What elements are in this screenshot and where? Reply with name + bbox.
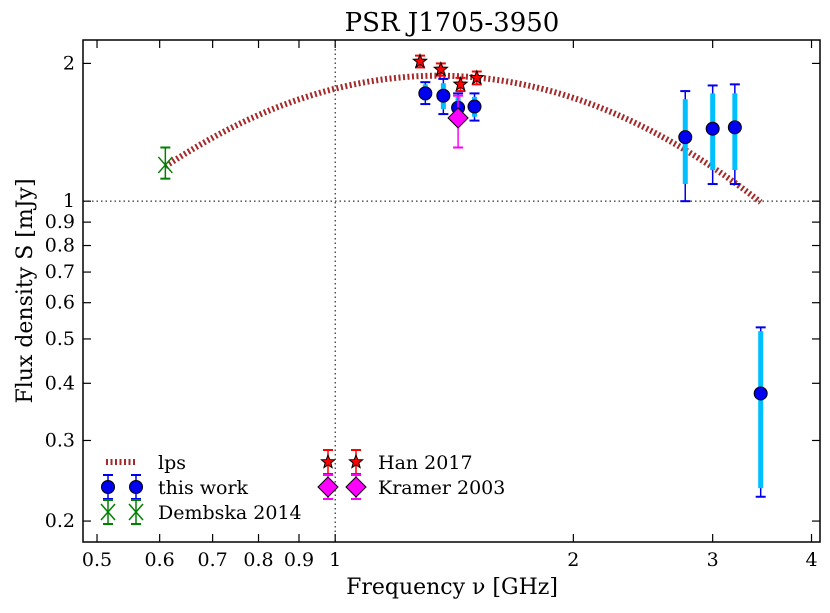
legend-entry-dembska-2014: Dembska 2014 (100, 499, 302, 525)
legend-entry-kramer-2003: Kramer 2003 (317, 474, 505, 500)
y-tick-label: 0.8 (45, 235, 75, 257)
legend-marker (348, 453, 364, 469)
point-this-work-3 (467, 99, 482, 114)
legend-marker (129, 480, 143, 494)
y-tick-label: 0.9 (45, 211, 75, 233)
legend: lps this work Dembska 2014 Han 2017 Kramer 2… (100, 449, 505, 525)
y-tick-label: 1 (63, 190, 75, 212)
point-this-work-6 (727, 120, 742, 135)
x-tick-label: 4 (805, 549, 817, 571)
legend-marker (320, 453, 336, 469)
y-tick-label: 0.2 (45, 510, 75, 532)
point-this-work-7 (753, 386, 768, 401)
legend-label: Dembska 2014 (158, 502, 302, 524)
y-tick-label: 2 (63, 52, 75, 74)
point-han-2017-0 (412, 53, 428, 69)
x-tick-label: 1 (329, 549, 341, 571)
y-tick-label: 0.5 (45, 328, 75, 350)
legend-marker (345, 476, 367, 498)
point-han-2017-3 (468, 69, 485, 85)
legend-marker (101, 480, 115, 494)
point-han-2017-2 (452, 75, 469, 92)
y-tick-label: 0.4 (45, 372, 75, 394)
series-han-2017 (412, 53, 485, 93)
point-kramer-2003-0 (447, 107, 469, 129)
errorbar-dembska-2014-0 (160, 146, 171, 180)
legend-marker (317, 476, 339, 498)
x-tick-label: 2 (567, 549, 579, 571)
axes-frame (82, 39, 821, 543)
y-tick-label: 0.3 (45, 429, 75, 451)
legend-entry-han-2017: Han 2017 (320, 449, 473, 475)
y-axis-label: Flux density S [mJy] (13, 178, 38, 403)
x-tick-label: 0.7 (198, 549, 228, 571)
point-this-work-4 (678, 130, 693, 145)
legend-marker (128, 503, 144, 521)
point-this-work-5 (705, 121, 720, 136)
y-tick-label: 0.7 (45, 261, 75, 283)
legend-entry-this-work: this work (101, 474, 249, 500)
point-this-work-1 (436, 88, 451, 103)
chart-title: PSR J1705-3950 (345, 8, 560, 38)
series-kramer-2003 (447, 94, 469, 149)
series-this-work (418, 77, 768, 498)
legend-label: Kramer 2003 (378, 477, 505, 499)
y-tick-label: 0.6 (45, 292, 75, 314)
legend-marker (100, 503, 116, 521)
x-tick-label: 0.6 (145, 549, 175, 571)
point-dembska-2014-0 (157, 156, 173, 174)
point-han-2017-1 (432, 61, 449, 77)
legend-label: Han 2017 (378, 452, 473, 474)
x-tick-label: 0.5 (82, 549, 112, 571)
lps-curve (163, 72, 763, 205)
x-tick-label: 3 (707, 549, 719, 571)
point-this-work-0 (418, 86, 433, 101)
x-tick-label: 0.9 (284, 549, 314, 571)
x-axis-label: Frequency ν [GHz] (346, 575, 558, 600)
legend-label: this work (158, 477, 249, 499)
axes: 0.5 0.6 0.7 0.8 0.9 1 2 3 40.20.30.40.50.60.70.8… (45, 40, 820, 571)
x-tick-label: 0.8 (243, 549, 273, 571)
legend-label: lps (158, 452, 186, 474)
plot-area: 0.5 0.6 0.7 0.8 0.9 1 2 3 40.20.30.40.50.60.70.8… (45, 39, 821, 571)
legend-entry-lps: lps (106, 452, 186, 474)
series-dembska-2014 (157, 146, 173, 180)
